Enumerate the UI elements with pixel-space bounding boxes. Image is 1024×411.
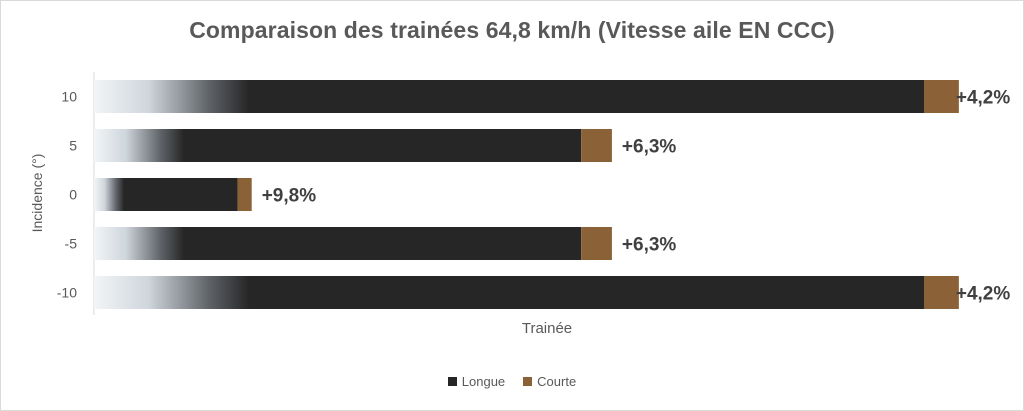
legend-label-longue: Longue xyxy=(461,374,506,389)
data-label: +4,2% xyxy=(956,284,1011,305)
data-label: +4,2% xyxy=(956,88,1011,109)
legend-label-courte: Courte xyxy=(537,374,577,389)
bar-courte xyxy=(581,129,612,162)
data-label: +6,3% xyxy=(622,235,677,256)
data-label: +9,8% xyxy=(262,186,317,207)
bar-courte xyxy=(924,276,959,309)
legend-swatch-longue xyxy=(447,377,457,386)
bar-longue xyxy=(94,80,924,113)
bar-longue xyxy=(94,129,582,162)
y-tick-label: -10 xyxy=(57,285,77,301)
legend-item-longue: Longue xyxy=(447,374,506,389)
legend-swatch-courte xyxy=(523,377,533,386)
x-axis-label: Trainée xyxy=(521,320,573,337)
y-tick-label: 10 xyxy=(61,89,77,105)
bar-longue xyxy=(94,227,582,260)
data-label: +6,3% xyxy=(622,137,677,158)
chart-title: Comparaison des trainées 64,8 km/h (Vite… xyxy=(189,17,835,43)
bar-longue xyxy=(94,276,924,309)
y-tick-label: 0 xyxy=(69,187,77,203)
bar-courte xyxy=(581,227,612,260)
bar-courte xyxy=(924,80,959,113)
legend-item-courte: Courte xyxy=(523,374,576,389)
bar-courte xyxy=(237,178,252,211)
y-tick-label: 5 xyxy=(69,138,77,154)
bar-longue xyxy=(94,178,238,211)
legend: Longue Courte xyxy=(0,374,1024,389)
y-tick-label: -5 xyxy=(65,236,78,252)
bar-chart-plot: 10 +4,2% 5 +6,3% 0 +9,8% -5 +6,3% -10 +4,2% xyxy=(57,72,1011,315)
